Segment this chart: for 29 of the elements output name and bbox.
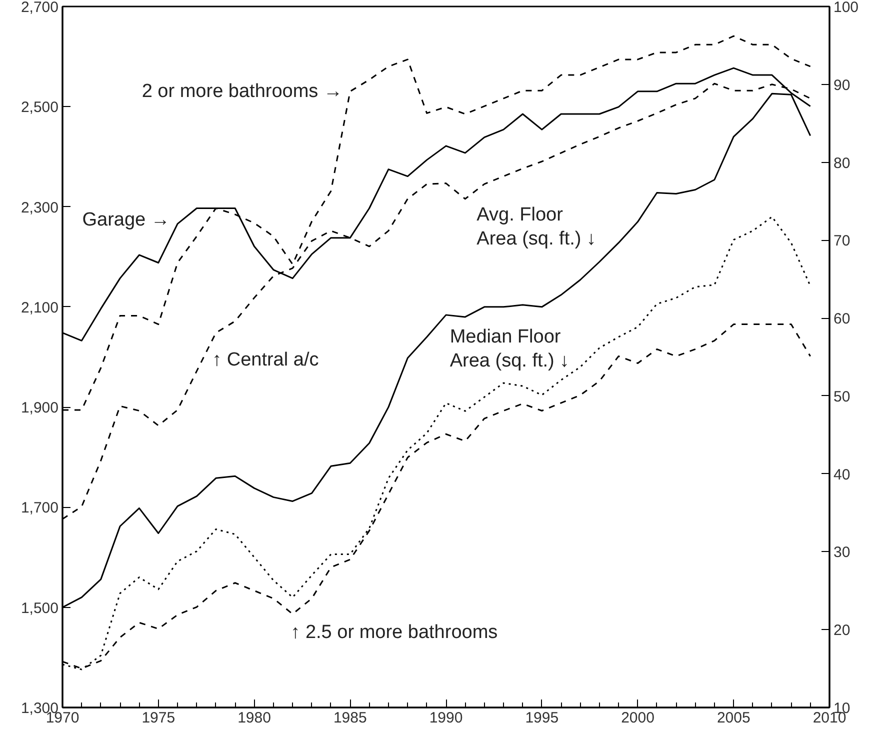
- series-label: ↑ Central a/c: [212, 350, 319, 371]
- y2-tick-label: 60: [834, 310, 850, 328]
- x-tick-label: 2005: [716, 710, 750, 726]
- series-label: ↑ 2.5 or more bathrooms: [290, 622, 498, 643]
- y2-tick-label: 90: [834, 76, 850, 94]
- y2-tick-label: 20: [834, 622, 850, 640]
- x-tick-label: 1985: [333, 710, 367, 726]
- x-tick-label: 1995: [525, 710, 559, 726]
- y-tick-label: 2,300: [20, 199, 59, 216]
- y2-tick-label: 80: [834, 154, 850, 172]
- y2-tick-label: 50: [834, 388, 850, 406]
- y2-tick-label: 40: [834, 466, 850, 484]
- y-tick-label: 2,100: [20, 299, 59, 316]
- y-tick-label: 1,900: [20, 400, 59, 417]
- y2-tick-label: 70: [834, 232, 850, 250]
- y-tick-label: 1,500: [20, 600, 59, 617]
- y2-tick-label: 100: [834, 0, 859, 16]
- series-label: Avg. Floor Area (sq. ft.) ↓: [476, 204, 596, 250]
- y2-tick-label: 30: [834, 544, 850, 562]
- y-tick-label: 1,700: [20, 500, 59, 517]
- series-label: Median Floor Area (sq. ft.) ↓: [450, 326, 570, 372]
- x-tick-label: 1980: [238, 710, 271, 726]
- y-tick-label: 2,500: [20, 99, 59, 116]
- series-label: Garage →: [82, 209, 170, 230]
- x-tick-label: 1975: [142, 710, 176, 726]
- y-tick-label: 2,700: [20, 0, 59, 16]
- x-tick-label: 2000: [621, 710, 654, 726]
- x-tick-label: 1990: [429, 710, 463, 726]
- series-label: 2 or more bathrooms →: [142, 81, 342, 102]
